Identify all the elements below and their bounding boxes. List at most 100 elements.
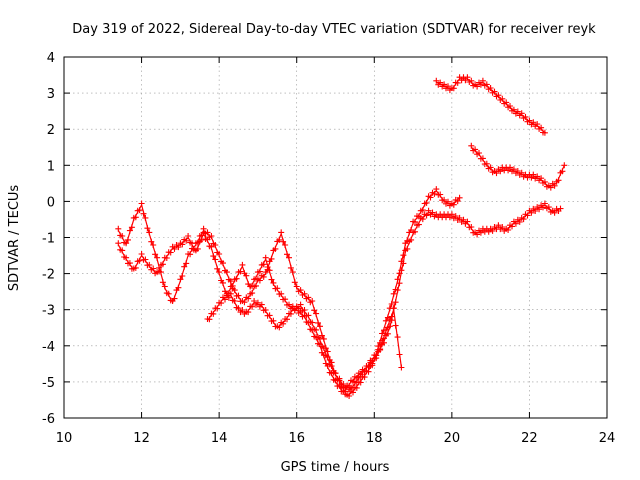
data-point (270, 279, 277, 286)
data-point (433, 77, 440, 84)
data-point (239, 307, 246, 313)
data-point (474, 83, 481, 90)
data-point (301, 290, 308, 297)
series-line (117, 204, 561, 394)
data-point (388, 313, 395, 320)
data-point (138, 200, 145, 207)
data-point (270, 317, 277, 324)
data-point (268, 255, 275, 262)
data-point (561, 162, 568, 169)
data-point (179, 273, 186, 279)
data-point (167, 249, 174, 256)
data-point (136, 257, 143, 264)
data-point (158, 269, 164, 276)
data-point (408, 236, 415, 243)
data-point (344, 382, 351, 389)
data-point (144, 225, 151, 232)
data-point (258, 301, 265, 308)
data-point (276, 324, 283, 331)
data-point (464, 218, 471, 225)
data-point (150, 242, 157, 248)
data-point (138, 251, 145, 257)
data-point (512, 220, 519, 227)
data-point (159, 279, 166, 286)
data-point (477, 229, 484, 236)
series-track-e (468, 142, 568, 191)
data-point (297, 287, 304, 294)
data-point (123, 254, 130, 261)
data-point (384, 330, 391, 337)
x-tick-label: 14 (211, 431, 228, 446)
data-point (373, 355, 380, 362)
y-tick-label: -5 (42, 376, 55, 391)
data-point (245, 295, 252, 302)
data-point (538, 175, 545, 182)
data-point (286, 301, 292, 308)
data-point (119, 233, 126, 239)
data-point (346, 393, 353, 399)
grid (64, 57, 607, 418)
data-point (456, 194, 463, 201)
data-point (468, 77, 475, 84)
y-tick-label: -3 (42, 304, 55, 319)
data-point (534, 121, 541, 128)
data-point (382, 317, 389, 324)
data-point (291, 307, 298, 314)
series-line (117, 189, 461, 390)
data-point (495, 222, 502, 229)
data-point (284, 316, 290, 323)
data-point (545, 204, 552, 211)
data-point (311, 307, 318, 314)
data-point (222, 296, 228, 303)
y-tick-label: 3 (47, 87, 55, 102)
data-point (530, 119, 537, 126)
data-point (175, 244, 182, 251)
data-point (216, 251, 223, 257)
data-point (520, 216, 527, 223)
data-point (456, 214, 463, 221)
data-point (388, 301, 395, 307)
x-tick-labels: 10 12 14 16 18 20 22 24 (56, 431, 616, 446)
data-point (278, 229, 285, 236)
data-point (115, 225, 122, 232)
data-point (445, 198, 451, 205)
data-point (318, 332, 325, 339)
data-point (274, 285, 281, 292)
data-point (200, 225, 207, 232)
data-point (509, 223, 515, 230)
data-point (249, 290, 256, 297)
data-point (262, 254, 269, 261)
data-point (171, 295, 178, 302)
x-tick-label: 18 (366, 431, 383, 446)
data-point (559, 168, 566, 175)
data-point (499, 224, 506, 230)
data-point (235, 292, 242, 299)
data-point (254, 299, 261, 306)
data-point (165, 290, 172, 297)
series-line (470, 146, 565, 188)
data-point (516, 218, 523, 225)
y-axis-label: SDTVAR / TECUs (7, 185, 22, 292)
data-point (427, 194, 434, 201)
data-point (450, 201, 457, 208)
data-point (132, 264, 139, 271)
data-point (377, 346, 384, 353)
series-track-b (115, 186, 463, 393)
data-point (177, 276, 184, 283)
y-tick-label: 2 (47, 123, 55, 138)
data-point (551, 209, 558, 216)
plot-frame (63, 56, 608, 419)
data-point (297, 301, 304, 308)
data-point (272, 245, 279, 252)
data-point (464, 74, 471, 81)
x-tick-label: 20 (444, 431, 461, 446)
data-point (423, 199, 430, 206)
x-tick-label: 24 (599, 431, 616, 446)
data-point (419, 207, 426, 214)
x-tick-label: 16 (288, 431, 305, 446)
data-point (185, 233, 192, 239)
data-point (497, 168, 504, 175)
data-point (289, 269, 296, 276)
x-tick-label: 10 (56, 431, 73, 446)
data-point (452, 213, 459, 220)
